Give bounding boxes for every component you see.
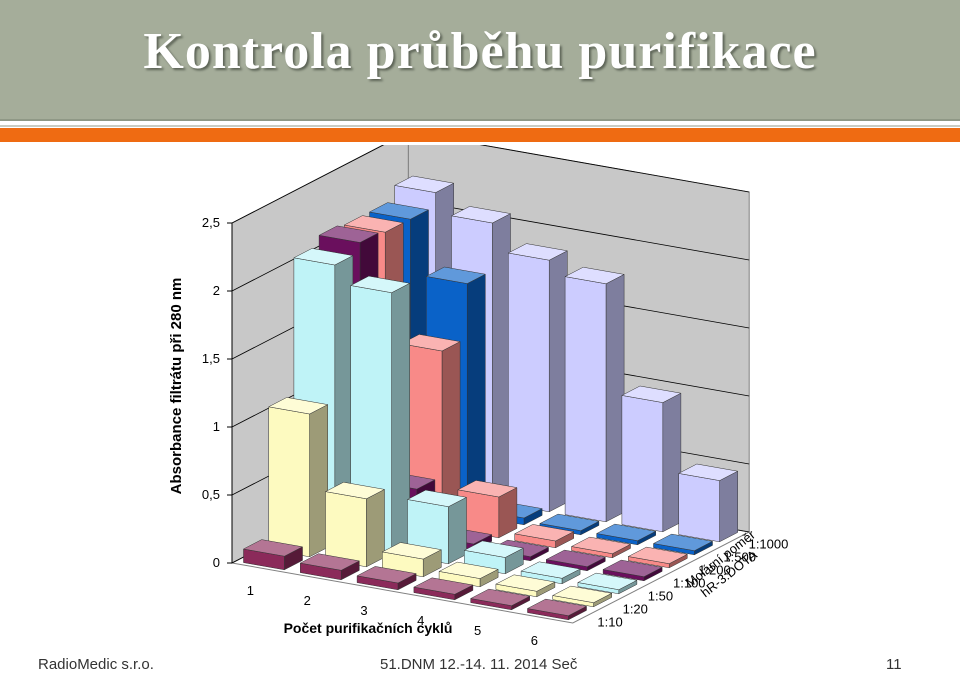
bar-1:100-cycle-6 — [602, 559, 663, 582]
page-number: 11 — [886, 656, 902, 673]
bar-1:200-cycle-4 — [513, 524, 575, 549]
bar-1:100-cycle-5 — [545, 549, 607, 572]
chart-bars — [242, 175, 739, 621]
bar-1:20-cycle-2 — [324, 481, 386, 568]
x-tick-label: 6 — [531, 633, 538, 645]
bar-1:200-cycle-6 — [627, 546, 689, 569]
z-tick-label: 1:100 — [673, 576, 706, 591]
y-tick-label: 1 — [213, 419, 220, 434]
x-tick-label: 2 — [304, 593, 311, 608]
x-tick-label: 1 — [247, 583, 254, 598]
gridline — [231, 145, 750, 224]
bar-1:20-cycle-6 — [551, 585, 613, 608]
y-tick-label: 0,5 — [202, 487, 220, 502]
title-bar — [0, 0, 960, 121]
bar-1:1000-cycle-4 — [564, 266, 625, 523]
bar-1:1000-cycle-6 — [677, 463, 739, 543]
bar-1:10-cycle-5 — [469, 588, 531, 611]
footer-company: RadioMedic s.r.o. — [38, 656, 154, 673]
bar-1:20-cycle-4 — [438, 561, 499, 588]
y-tick-label: 0 — [213, 555, 220, 570]
chart-3d-bars: 0 0,5 1 1,5 2 2,5 1 2 3 4 5 6 1:101:201:501:1001:200… — [168, 145, 789, 645]
footer-event: 51.DNM 12.-14. 11. 2014 Seč — [380, 656, 578, 673]
z-tick-label: 1:500 — [723, 550, 756, 565]
y-tick-label: 1,5 — [202, 351, 220, 366]
bar-1:10-cycle-3 — [356, 566, 417, 591]
x-tick-label: 4 — [417, 613, 424, 628]
bar-1:10-cycle-1 — [242, 539, 304, 571]
bar-1:500-cycle-6 — [652, 533, 714, 556]
bar-1:50-cycle-6 — [577, 572, 638, 595]
bar-1:20-cycle-1 — [267, 397, 329, 558]
bar-1:200-cycle-3 — [457, 480, 518, 539]
divider-line — [0, 125, 960, 127]
bar-1:10-cycle-6 — [526, 598, 588, 621]
slide-title: Kontrola průběhu purifikace — [143, 23, 817, 80]
x-tick-label: 5 — [474, 623, 481, 638]
x-tick-label: 3 — [360, 603, 367, 618]
z-tick-label: 1:200 — [698, 563, 731, 578]
bar-1:10-cycle-4 — [413, 577, 474, 601]
y-axis-title: Absorbance filtrátu při 280 nm — [168, 278, 185, 495]
y-tick-label: 2,5 — [202, 215, 220, 230]
z-tick-label: 1:20 — [623, 602, 648, 617]
bar-1:20-cycle-5 — [495, 574, 556, 598]
z-tick-label: 1:10 — [597, 615, 622, 630]
y-tick-label: 2 — [213, 283, 220, 298]
accent-bar — [0, 128, 960, 142]
bar-1:1000-cycle-3 — [507, 243, 569, 513]
z-tick-label: 1:1000 — [749, 537, 789, 552]
bar-1:500-cycle-5 — [595, 523, 657, 546]
x-axis-title: Počet purifikačních cyklů — [284, 620, 453, 636]
bar-1:200-cycle-5 — [570, 536, 632, 559]
bar-1:10-cycle-2 — [299, 553, 361, 581]
bar-1:1000-cycle-5 — [621, 385, 682, 533]
z-tick-label: 1:50 — [648, 589, 673, 604]
